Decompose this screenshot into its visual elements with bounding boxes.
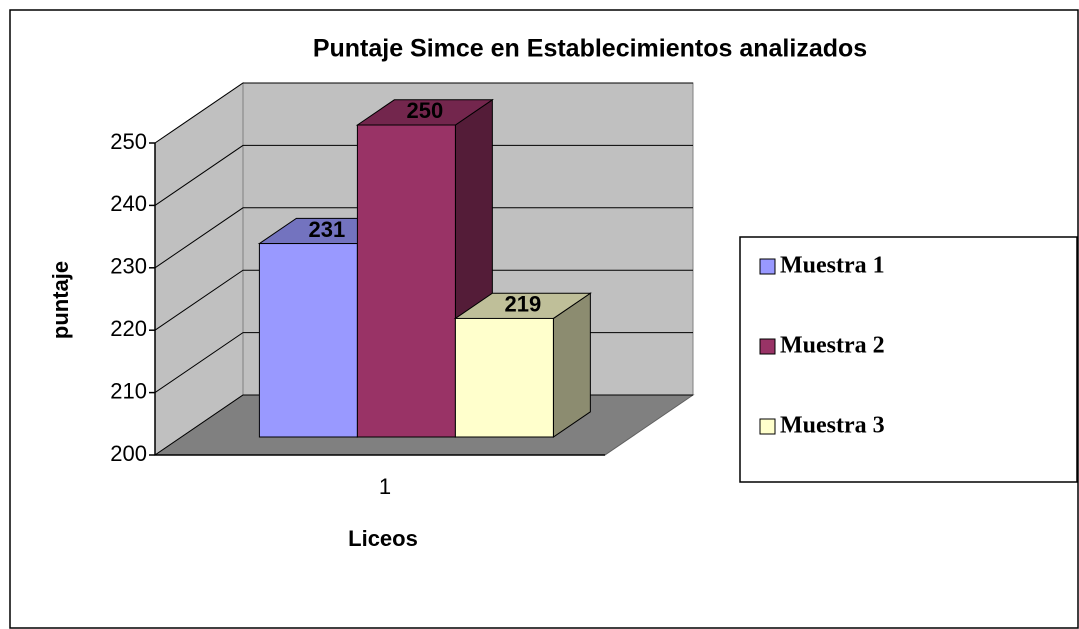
- legend-swatch: [759, 258, 776, 275]
- y-tick-label: 210: [110, 378, 147, 403]
- plot-area: [149, 82, 695, 456]
- value-label: 250: [407, 98, 444, 123]
- bar: [356, 124, 456, 438]
- y-tick-label: 200: [110, 441, 147, 466]
- x-tick-label: 1: [379, 474, 391, 499]
- bar: [258, 243, 358, 438]
- grid-line: [154, 207, 693, 269]
- left-wall: [154, 82, 244, 456]
- y-tick-label: 250: [110, 129, 147, 154]
- grid-line: [154, 144, 693, 206]
- bar: [454, 317, 554, 438]
- y-tick-label: 230: [110, 254, 147, 279]
- legend-label: Muestra 1: [780, 253, 885, 279]
- grid-line: [154, 82, 693, 144]
- y-tick-label: 220: [110, 316, 147, 341]
- legend-swatch: [759, 338, 776, 355]
- chart-title: Puntaje Simce en Establecimientos analiz…: [313, 35, 867, 63]
- y-tick-label: 240: [110, 191, 147, 216]
- legend-box: [739, 236, 1078, 483]
- grid-line: [154, 269, 693, 331]
- legend-label: Muestra 2: [780, 333, 885, 359]
- y-axis-label: puntaje: [48, 261, 73, 339]
- value-label: 231: [309, 217, 346, 242]
- value-label: 219: [505, 292, 542, 317]
- legend-label: Muestra 3: [780, 413, 885, 439]
- x-axis-label: Liceos: [348, 526, 418, 551]
- legend-swatch: [759, 418, 776, 435]
